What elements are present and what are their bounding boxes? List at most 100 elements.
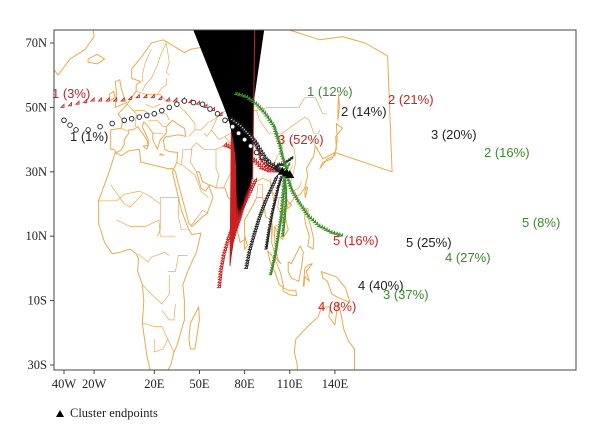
- border-line: [178, 197, 188, 231]
- border-line: [165, 42, 170, 76]
- trajectory-marker: [277, 223, 282, 227]
- trajectory-marker: [202, 103, 208, 108]
- trajectory-marker: [253, 149, 260, 156]
- trajectory-marker: [261, 161, 266, 165]
- trajectory-marker: [288, 185, 293, 189]
- trajectory-marker: [279, 211, 283, 215]
- border-line: [256, 184, 264, 198]
- trajectory-marker: [260, 108, 265, 113]
- border-line: [157, 78, 167, 95]
- y-tick-label: 50N: [25, 100, 47, 114]
- trajectory-marker: [289, 155, 294, 160]
- trajectory-marker: [67, 122, 73, 128]
- trajectory-marker: [251, 99, 255, 104]
- trajectory-marker: [249, 98, 253, 102]
- trajectory-marker: [261, 165, 266, 171]
- trajectory-marker: [264, 243, 269, 248]
- trajectory-marker: [199, 101, 206, 107]
- trajectory-marker: [61, 117, 67, 124]
- trajectory-marker: [272, 257, 276, 261]
- trajectory-marker: [297, 201, 301, 205]
- trajectory-marker: [289, 188, 294, 192]
- trajectory-marker: [166, 104, 173, 111]
- cluster-label-red-1: 1 (3%): [52, 86, 90, 101]
- trajectory-marker: [112, 96, 118, 102]
- trajectory-marker: [283, 198, 288, 202]
- trajectory-marker: [256, 162, 262, 167]
- trajectory-marker: [282, 214, 286, 218]
- trajectory-marker: [292, 192, 296, 196]
- trajectory-marker: [127, 95, 133, 100]
- trajectory-marker: [269, 269, 273, 273]
- trajectory-marker: [234, 91, 238, 95]
- trajectory-marker: [268, 271, 273, 276]
- trajectory-marker: [259, 159, 264, 163]
- trajectory-marker: [230, 117, 236, 123]
- trajectory-marker: [281, 230, 285, 234]
- cluster-label-black-1: 1 (1%): [70, 129, 108, 144]
- trajectory-marker: [105, 96, 110, 102]
- trajectory-marker: [263, 156, 268, 161]
- trajectory-marker: [269, 267, 274, 271]
- trajectory-marker: [252, 177, 258, 182]
- trajectory-green-1: [234, 91, 288, 170]
- trajectory-marker: [274, 245, 278, 249]
- border-line: [308, 120, 321, 134]
- trajectory-marker: [136, 114, 143, 120]
- trajectory-black-4: [243, 174, 279, 269]
- trajectory-marker: [280, 200, 284, 204]
- x-tick-label: 80E: [235, 377, 256, 391]
- trajectory-marker: [275, 190, 279, 194]
- trajectory-marker: [261, 154, 267, 159]
- border-line: [145, 103, 161, 108]
- trajectory-marker: [255, 144, 261, 149]
- trajectory-marker: [281, 225, 285, 229]
- cluster-label-black-3: 3 (20%): [431, 127, 477, 142]
- trajectory-marker: [270, 121, 274, 126]
- trajectory-marker: [236, 92, 241, 96]
- trajectory-marker: [267, 117, 271, 121]
- trajectory-marker: [174, 101, 180, 107]
- trajectory-marker: [298, 203, 303, 207]
- trajectory-marker: [157, 95, 163, 100]
- trajectory-marker: [274, 131, 278, 135]
- trajectory-marker: [59, 103, 65, 108]
- cluster-label-green-2: 2 (16%): [484, 145, 530, 160]
- trajectory-marker: [222, 141, 227, 147]
- trajectory-marker: [97, 96, 103, 102]
- trajectory-marker: [282, 180, 287, 184]
- trajectory-marker: [237, 122, 243, 128]
- trajectory-marker: [278, 177, 282, 182]
- trajectory-marker: [274, 242, 279, 247]
- trajectory-red-5: [193, 30, 265, 266]
- coast-line: [54, 30, 95, 76]
- trajectory-marker: [321, 226, 326, 230]
- trajectory-marker: [328, 230, 333, 234]
- x-tick-label: 110E: [277, 377, 303, 391]
- coast-line: [159, 153, 165, 156]
- trajectory-marker: [274, 133, 279, 137]
- trajectory-marker: [312, 219, 317, 224]
- trajectory-marker: [286, 162, 291, 166]
- trajectory-marker: [334, 231, 338, 236]
- trajectory-marker: [267, 226, 271, 231]
- trajectory-marker: [150, 93, 155, 99]
- trajectory-marker: [278, 162, 282, 166]
- trajectory-marker: [159, 107, 165, 114]
- trajectory-marker: [224, 142, 230, 148]
- border-line: [148, 119, 167, 128]
- cluster-label-layer: 1 (3%) 1 (1%) 1 (12%) 2 (21%)2 (14%) 3 (52%)…: [52, 84, 560, 314]
- trajectory-green-5: [285, 175, 343, 237]
- trajectory-marker: [278, 218, 282, 223]
- trajectory-marker: [260, 151, 265, 157]
- trajectory-marker: [190, 99, 197, 106]
- border-line: [190, 210, 209, 227]
- trajectory-black-5: [264, 175, 283, 250]
- trajectory-marker: [276, 168, 280, 173]
- coast-line: [243, 236, 248, 250]
- trajectory-marker: [274, 167, 279, 171]
- trajectory-green-4: [280, 175, 288, 237]
- trajectory-marker: [275, 235, 280, 240]
- trajectory-marker: [268, 167, 274, 173]
